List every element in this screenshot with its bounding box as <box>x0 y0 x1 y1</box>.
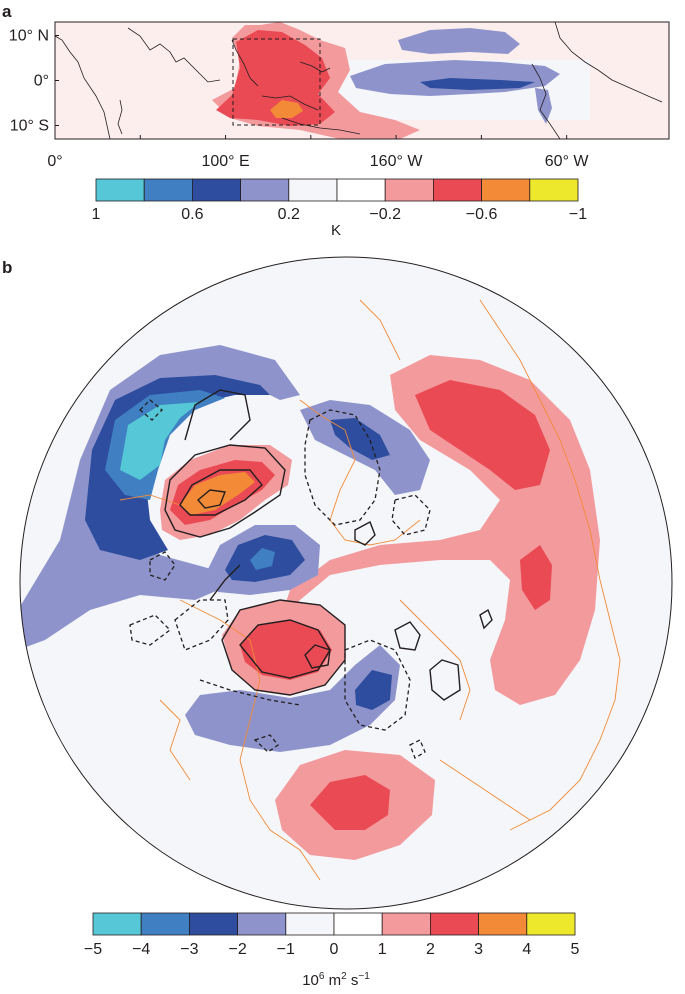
panel-b-arc-negative-outer <box>20 345 300 650</box>
panel-a-colorbar-unit: K <box>331 222 341 239</box>
panel-b-colorbar-swatch <box>140 912 190 936</box>
panel-b-upper-negative-core <box>330 418 390 460</box>
panel-a-y-tick-label: 0° <box>34 73 49 90</box>
panel-a-colorbar-tick-label: 0.2 <box>278 206 300 223</box>
panel-b-right-positive-core <box>415 380 550 490</box>
panel-a-map <box>55 22 669 139</box>
panel-b-contours-solid <box>164 389 493 701</box>
panel-b-colorbar: −5 −4 −3 −2 −1 0 1 2 3 4 5 <box>84 912 580 958</box>
panel-b-colorbar-swatch <box>429 912 479 936</box>
panel-a-colorbar-tick-label: −1 <box>569 206 587 223</box>
panel-b-colorbar-tick-label: 4 <box>522 941 531 958</box>
panel-a-colorbar-tick-label: −0.6 <box>466 206 498 223</box>
panel-a-colorbar-tick-label: 0.6 <box>181 206 203 223</box>
panel-a-colorbar-swatch <box>240 178 290 202</box>
panel-b-colorbar-tick-label: −1 <box>277 941 295 958</box>
panel-b-colorbar-swatch <box>478 912 528 936</box>
panel-a-axes: 0° 100° E 160° W 60° W 10° N 0° 10° S <box>9 28 590 171</box>
panel-b-center-positive-core <box>240 620 332 680</box>
panel-b-arc-positive-core <box>180 472 255 515</box>
panel-a-colorbar-swatch <box>288 178 338 202</box>
panel-a-coastlines <box>55 22 663 139</box>
panel-b-colorbar-swatch <box>285 912 335 936</box>
panel-b-colorbar-swatch <box>237 912 287 936</box>
panel-b-colorbar-tick-label: −3 <box>180 941 198 958</box>
panel-b-lower-negative-core <box>355 670 392 710</box>
panel-b-center-negative-core <box>250 548 275 570</box>
panel-b-map <box>20 257 672 909</box>
panel-a-colorbar-swatch <box>143 178 193 202</box>
panel-a-colorbar-tick-label: −0.2 <box>369 206 401 223</box>
panel-a-x-tick-label: 160° W <box>370 153 424 170</box>
panel-a-box <box>232 38 321 126</box>
panel-b-colorbar-swatch <box>381 912 431 936</box>
panel-b-bottom-positive-core <box>310 775 390 830</box>
panel-b-colorbar-swatch <box>188 912 238 936</box>
panel-b-arc-negative-core <box>120 402 200 480</box>
panel-b-colorbar-swatch <box>526 912 576 936</box>
panel-a-colorbar-swatch <box>432 178 482 202</box>
panel-b-label: b <box>2 258 12 277</box>
panel-b-coastlines <box>119 299 621 881</box>
panel-b-colorbar-tick-label: 0 <box>330 941 339 958</box>
panel-a-colorbar-swatch <box>336 178 386 202</box>
panel-a-colorbar-swatch <box>529 178 579 202</box>
panel-b-colorbar-tick-label: −2 <box>228 941 246 958</box>
panel-b-contours-dashed <box>129 399 431 759</box>
panel-b-colorbar-unit: 106 m2 s−1 <box>302 971 370 989</box>
panel-a-colorbar-swatch <box>384 178 434 202</box>
panel-b-colorbar-tick-label: 1 <box>378 941 387 958</box>
panel-a-colorbar-swatch <box>95 178 145 202</box>
panel-a-x-tick-label: 100° E <box>201 153 249 170</box>
panel-a-colorbar-tick-label: 1 <box>92 206 101 223</box>
panel-a-colorbar-swatch <box>481 178 531 202</box>
panel-a-label: a <box>2 2 12 21</box>
panel-b-colorbar-tick-label: −5 <box>84 941 102 958</box>
panel-a-cool-core <box>420 78 535 90</box>
panel-a-warm-peak <box>270 100 303 118</box>
panel-a-cool-coast <box>535 88 552 124</box>
panel-b-colorbar-swatch <box>92 912 142 936</box>
panel-a-x-tick-label: 60° W <box>545 153 590 170</box>
panel-a-colorbar-swatch <box>191 178 241 202</box>
panel-a-cool-north <box>398 28 520 54</box>
panel-b-colorbar-tick-label: 3 <box>474 941 483 958</box>
panel-a-y-tick-label: 10° S <box>10 118 49 135</box>
panel-b-right-positive-spot <box>520 545 552 610</box>
panel-b-frame <box>19 256 673 910</box>
panel-a-x-tick-label: 0° <box>47 153 62 170</box>
panel-b-lower-negative <box>185 645 400 752</box>
panel-b-colorbar-tick-label: −4 <box>132 941 150 958</box>
panel-a-warm-core <box>216 30 335 126</box>
panel-a-y-tick-label: 10° N <box>9 28 49 45</box>
panel-b-colorbar-swatch <box>333 912 383 936</box>
panel-a-colorbar: 1 0.6 0.2 −0.2 −0.6 −1 <box>92 178 587 223</box>
panel-b-colorbar-tick-label: 5 <box>571 941 580 958</box>
panel-b-colorbar-tick-label: 2 <box>426 941 435 958</box>
